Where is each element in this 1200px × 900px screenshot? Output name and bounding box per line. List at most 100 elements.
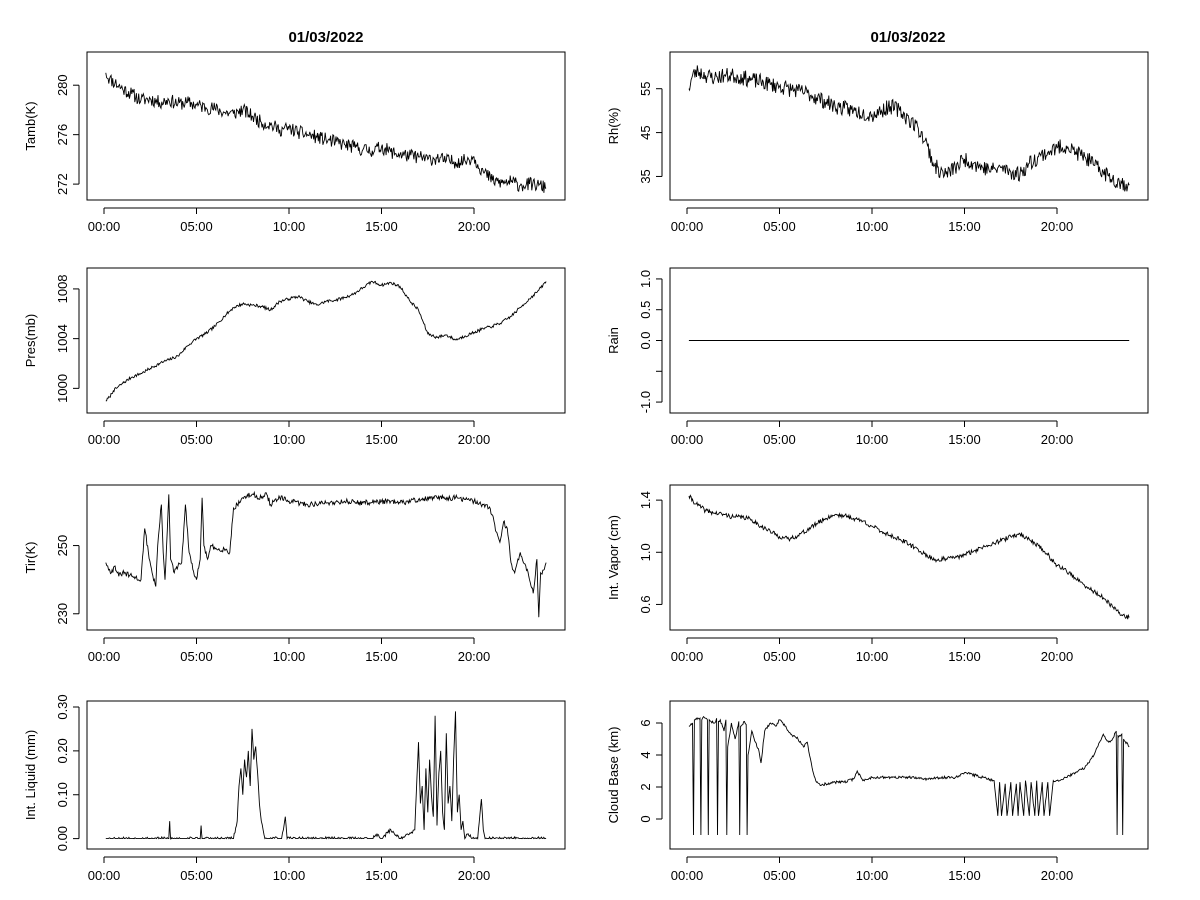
rh-x-tick-label: 00:00 bbox=[671, 219, 704, 234]
rh-x-tick-label: 15:00 bbox=[948, 219, 981, 234]
tir-series-line bbox=[105, 490, 547, 618]
rain-y-tick-label: 0.5 bbox=[638, 301, 653, 319]
tamb-series-line bbox=[105, 72, 547, 193]
rh-series-line bbox=[688, 65, 1130, 192]
rain-y-tick-label: -1.0 bbox=[638, 391, 653, 413]
right-column-title: 01/03/2022 bbox=[870, 29, 945, 46]
vapor-x-tick-label: 00:00 bbox=[671, 649, 704, 664]
pres-y-tick-label: 1004 bbox=[55, 324, 70, 353]
pres-y-tick-label: 1008 bbox=[55, 274, 70, 303]
tir-y-tick-label: 230 bbox=[55, 603, 70, 625]
liquid-y-tick-label: 0.20 bbox=[55, 738, 70, 763]
rh-y-tick-label: 35 bbox=[638, 169, 653, 183]
rain-y-tick-label: 0.0 bbox=[638, 331, 653, 349]
rain-y-tick-label: 1.0 bbox=[638, 270, 653, 288]
tir-x-tick-label: 15:00 bbox=[365, 649, 398, 664]
rh-y-tick-label: 55 bbox=[638, 81, 653, 95]
pres-y-axis-label: Pres(mb) bbox=[23, 314, 38, 367]
rain-panel: 00:00 05:00 10:00 15:00 20:00 -1.0 0.0 0.5 1.0 Ra… bbox=[606, 267, 1149, 447]
liquid-panel: 00:00 05:00 10:00 15:00 20:00 0.00 0.10 0.20 0.3… bbox=[23, 694, 566, 883]
pres-x-tick-label: 00:00 bbox=[88, 432, 121, 447]
pres-panel: 00:00 05:00 10:00 15:00 20:00 1000 1004 1008 Pre… bbox=[23, 267, 566, 447]
rh-y-axis-label: Rh(%) bbox=[606, 108, 621, 145]
rh-y-tick-label: 45 bbox=[638, 125, 653, 139]
liquid-y-tick-label: 0.00 bbox=[55, 826, 70, 851]
liquid-x-tick-label: 00:00 bbox=[88, 868, 121, 883]
liquid-y-axis-label: Int. Liquid (mm) bbox=[23, 730, 38, 820]
pres-x-tick-label: 20:00 bbox=[458, 432, 491, 447]
cloudbase-panel: 00:00 05:00 10:00 15:00 20:00 0 2 4 6 Cloud Base … bbox=[606, 700, 1149, 883]
cloudbase-y-axis-label: Cloud Base (km) bbox=[606, 727, 621, 824]
cloudbase-x-tick-label: 00:00 bbox=[671, 868, 704, 883]
tir-y-tick-label: 250 bbox=[55, 535, 70, 557]
pres-y-tick-label: 1000 bbox=[55, 374, 70, 403]
pres-x-tick-label: 10:00 bbox=[273, 432, 306, 447]
liquid-x-tick-label: 05:00 bbox=[180, 868, 213, 883]
cloudbase-x-tick-label: 10:00 bbox=[856, 868, 889, 883]
rain-x-tick-label: 20:00 bbox=[1041, 432, 1074, 447]
rain-y-axis-label: Rain bbox=[606, 327, 621, 354]
pres-x-tick-label: 05:00 bbox=[180, 432, 213, 447]
tamb-panel: 00:00 05:00 10:00 15:00 20:00 272 276 280 Tamb(K… bbox=[23, 51, 566, 234]
vapor-y-tick-label: 0.6 bbox=[638, 595, 653, 613]
rain-x-tick-label: 10:00 bbox=[856, 432, 889, 447]
liquid-x-tick-label: 15:00 bbox=[365, 868, 398, 883]
tamb-x-tick-label: 20:00 bbox=[458, 219, 491, 234]
tamb-y-tick-label: 272 bbox=[55, 173, 70, 195]
pres-series-line bbox=[105, 280, 547, 402]
cloudbase-x-tick-label: 05:00 bbox=[763, 868, 796, 883]
tamb-x-tick-label: 00:00 bbox=[88, 219, 121, 234]
liquid-series-line bbox=[105, 711, 547, 841]
cloudbase-y-tick-label: 2 bbox=[638, 783, 653, 790]
tamb-y-tick-label: 276 bbox=[55, 124, 70, 146]
tamb-y-tick-label: 280 bbox=[55, 74, 70, 96]
liquid-x-tick-label: 20:00 bbox=[458, 868, 491, 883]
rain-x-tick-label: 05:00 bbox=[763, 432, 796, 447]
cloudbase-y-tick-label: 4 bbox=[638, 751, 653, 758]
vapor-y-axis-label: Int. Vapor (cm) bbox=[606, 515, 621, 600]
vapor-series-line bbox=[688, 494, 1130, 620]
liquid-plot-frame bbox=[86, 700, 566, 850]
rain-x-tick-label: 15:00 bbox=[948, 432, 981, 447]
vapor-x-tick-label: 10:00 bbox=[856, 649, 889, 664]
tir-y-axis-label: Tir(K) bbox=[23, 541, 38, 573]
tamb-y-axis-label: Tamb(K) bbox=[23, 101, 38, 150]
cloudbase-series-line bbox=[688, 715, 1130, 836]
tir-x-tick-label: 10:00 bbox=[273, 649, 306, 664]
vapor-y-tick-label: 1.0 bbox=[638, 543, 653, 561]
liquid-y-tick-label: 0.30 bbox=[55, 694, 70, 719]
vapor-x-tick-label: 05:00 bbox=[763, 649, 796, 664]
cloudbase-y-tick-label: 0 bbox=[638, 815, 653, 822]
liquid-x-tick-label: 10:00 bbox=[273, 868, 306, 883]
tamb-x-tick-label: 15:00 bbox=[365, 219, 398, 234]
rh-panel: 00:00 05:00 10:00 15:00 20:00 35 45 55 Rh(%) bbox=[606, 51, 1149, 234]
rh-plot-frame bbox=[669, 51, 1149, 201]
tamb-x-tick-label: 10:00 bbox=[273, 219, 306, 234]
left-column-title: 01/03/2022 bbox=[288, 29, 363, 46]
vapor-x-tick-label: 20:00 bbox=[1041, 649, 1074, 664]
tir-x-tick-label: 05:00 bbox=[180, 649, 213, 664]
vapor-plot-frame bbox=[669, 484, 1149, 631]
tir-panel: 00:00 05:00 10:00 15:00 20:00 230 250 Tir(K) bbox=[23, 484, 566, 664]
pres-x-tick-label: 15:00 bbox=[365, 432, 398, 447]
rain-x-tick-label: 00:00 bbox=[671, 432, 704, 447]
rh-x-tick-label: 20:00 bbox=[1041, 219, 1074, 234]
vapor-x-tick-label: 15:00 bbox=[948, 649, 981, 664]
rh-x-tick-label: 05:00 bbox=[763, 219, 796, 234]
cloudbase-plot-frame bbox=[669, 700, 1149, 850]
tir-x-tick-label: 20:00 bbox=[458, 649, 491, 664]
cloudbase-y-tick-label: 6 bbox=[638, 719, 653, 726]
rh-x-tick-label: 10:00 bbox=[856, 219, 889, 234]
pres-plot-frame bbox=[86, 267, 566, 414]
cloudbase-x-tick-label: 15:00 bbox=[948, 868, 981, 883]
vapor-y-tick-label: 1.4 bbox=[638, 491, 653, 509]
tir-plot-frame bbox=[86, 484, 566, 631]
cloudbase-x-tick-label: 20:00 bbox=[1041, 868, 1074, 883]
liquid-y-tick-label: 0.10 bbox=[55, 782, 70, 807]
tamb-x-tick-label: 05:00 bbox=[180, 219, 213, 234]
rain-plot-frame bbox=[669, 267, 1149, 414]
panels-group: 00:00 05:00 10:00 15:00 20:00 272 276 280 Tamb(K… bbox=[23, 51, 1149, 883]
tir-x-tick-label: 00:00 bbox=[88, 649, 121, 664]
vapor-panel: 00:00 05:00 10:00 15:00 20:00 0.6 1.0 1.4 Int. V… bbox=[606, 484, 1149, 664]
